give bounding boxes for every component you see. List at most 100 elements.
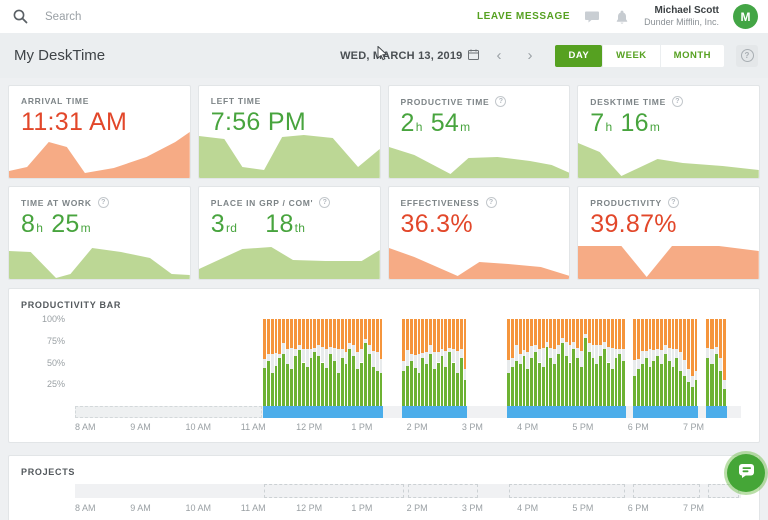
unproductive-segment	[614, 319, 618, 350]
unproductive-segment	[679, 319, 683, 353]
help-icon[interactable]: ?	[97, 197, 109, 208]
productivity-bar	[618, 319, 622, 406]
stat-card-label: LEFT TIME	[210, 96, 261, 106]
help-icon[interactable]: ?	[667, 197, 679, 208]
stat-card[interactable]: TIME AT WORK? 8h 25m	[8, 186, 191, 280]
user-info[interactable]: Michael Scott Dunder Mifflin, Inc.	[644, 5, 719, 29]
productive-segment	[321, 362, 325, 406]
help-button[interactable]: ?	[736, 44, 758, 67]
neutral-segment	[440, 348, 444, 356]
unproductive-segment	[328, 319, 332, 347]
y-axis-label: 100%	[41, 314, 65, 324]
productive-segment	[425, 364, 429, 406]
productivity-bar	[436, 319, 440, 406]
unproductive-segment	[270, 319, 274, 354]
help-icon[interactable]: ?	[319, 197, 331, 208]
productive-segment	[722, 388, 727, 406]
neutral-segment	[301, 349, 305, 363]
search-input[interactable]	[45, 10, 265, 23]
tab-week[interactable]: WEEK	[603, 44, 660, 67]
neutral-segment	[706, 347, 710, 359]
search-area[interactable]	[12, 8, 265, 25]
stat-card-label: PLACE IN GRP / COM'	[210, 197, 314, 208]
productivity-bar	[587, 319, 591, 406]
productive-segment	[541, 366, 545, 406]
help-icon[interactable]: ?	[485, 197, 497, 208]
stat-card[interactable]: ARRIVAL TIME 11:31 AM	[8, 85, 191, 179]
prev-day-button[interactable]: ‹	[496, 46, 502, 64]
chat-widget-button[interactable]	[727, 454, 765, 492]
productivity-bar	[313, 319, 317, 406]
productivity-bar-chart: 100% 75% 50% 25% 8 AM 9 AM 10 AM 11 AM 12 PM 1 PM…	[21, 313, 747, 438]
neutral-segment	[511, 358, 514, 367]
neutral-segment	[286, 348, 290, 365]
stat-card[interactable]: PLACE IN GRP / COM'? 3rd 18th	[197, 186, 381, 280]
productivity-bar	[580, 319, 583, 406]
unproductive-segment	[603, 319, 606, 343]
unproductive-segment	[297, 319, 301, 346]
unproductive-segment	[448, 319, 452, 348]
productivity-bar	[545, 319, 549, 406]
productive-segment	[290, 369, 293, 406]
productivity-panel: PRODUCTIVITY BAR 100% 75% 50% 25% 8 AM 9 AM 10…	[8, 288, 760, 443]
productive-segment	[683, 375, 686, 406]
help-icon[interactable]: ?	[495, 96, 507, 107]
stat-card-value: 11:31 AM	[9, 106, 190, 137]
next-day-button[interactable]: ›	[527, 46, 533, 64]
productive-segment	[444, 366, 448, 406]
stat-card[interactable]: PRODUCTIVE TIME? 2h 54m	[387, 85, 571, 179]
avatar[interactable]: M	[733, 4, 758, 29]
productive-segment	[595, 364, 599, 406]
neutral-segment	[557, 345, 560, 354]
productivity-bar	[344, 319, 348, 406]
stat-card[interactable]: PRODUCTIVITY? 39.87%	[577, 186, 760, 280]
tab-month[interactable]: MONTH	[660, 44, 724, 67]
main-content: ARRIVAL TIME 11:31 AM LEFT TIME 7:56 PM PROD…	[0, 78, 768, 520]
unproductive-segment	[534, 319, 537, 346]
productive-segment	[568, 362, 572, 406]
stat-card[interactable]: EFFECTIVENESS? 36.3%	[387, 186, 571, 280]
productive-segment	[603, 349, 606, 406]
neutral-segment	[507, 359, 511, 373]
x-axis-label: 2 PM	[406, 503, 428, 513]
date-picker[interactable]: WED, MARCH 13, 2019	[340, 47, 480, 65]
productivity-bar	[336, 319, 340, 406]
sparkline-chart	[388, 128, 570, 178]
neutral-segment	[618, 348, 622, 354]
productivity-bar	[301, 319, 305, 406]
x-axis-label: 11 AM	[240, 422, 266, 432]
user-company: Dunder Mifflin, Inc.	[644, 17, 719, 28]
productivity-bar	[371, 319, 375, 406]
message-bubble-icon[interactable]	[584, 9, 600, 24]
productivity-bar	[367, 319, 371, 406]
productivity-bar	[463, 319, 467, 406]
search-icon[interactable]	[12, 8, 29, 25]
stat-card-header: LEFT TIME	[199, 86, 380, 106]
topbar: LEAVE MESSAGE Michael Scott Dunder Miffl…	[0, 0, 768, 33]
unproductive-segment	[421, 319, 425, 353]
neutral-segment	[459, 349, 463, 359]
value-part: 3	[210, 210, 225, 238]
neutral-segment	[402, 360, 406, 372]
stat-card[interactable]: DESKTIME TIME? 7h 16m	[577, 85, 760, 179]
value-part: m	[460, 120, 471, 134]
tab-day[interactable]: DAY	[555, 44, 603, 67]
neutral-segment	[530, 345, 534, 359]
productive-segment	[360, 362, 363, 406]
notifications-bell-icon[interactable]	[614, 9, 630, 25]
productive-segment	[507, 372, 511, 406]
unproductive-segment	[537, 319, 541, 350]
work-time-segment	[706, 406, 728, 418]
unproductive-segment	[332, 319, 336, 348]
productive-segment	[572, 349, 576, 406]
leave-message-link[interactable]: LEAVE MESSAGE	[476, 11, 571, 22]
stat-card[interactable]: LEFT TIME 7:56 PM	[197, 85, 381, 179]
neutral-segment	[356, 352, 360, 370]
productivity-bar	[455, 319, 459, 406]
help-icon[interactable]: ?	[671, 96, 683, 107]
unproductive-segment	[706, 319, 710, 348]
productivity-bar	[710, 319, 714, 406]
productive-segment	[706, 358, 710, 406]
productive-segment	[591, 358, 595, 406]
x-axis-label: 8 AM	[75, 422, 96, 432]
